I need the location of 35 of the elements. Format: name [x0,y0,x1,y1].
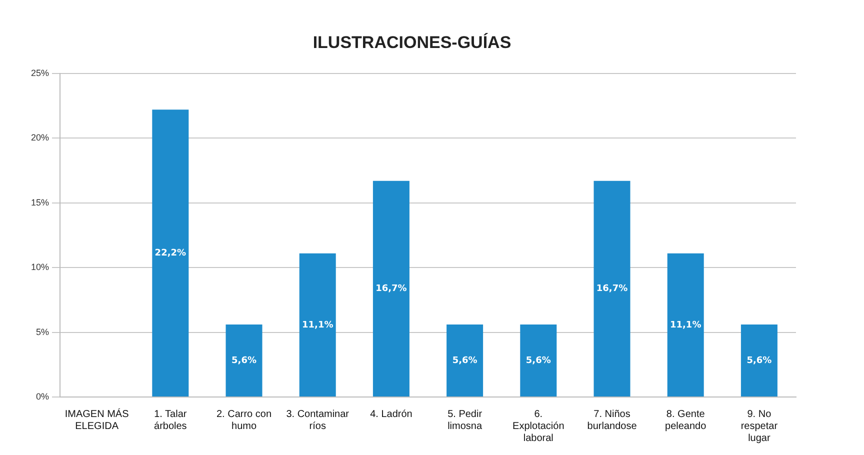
y-tick-label: 20% [31,132,50,143]
bar [520,324,557,396]
y-tick-label: 15% [31,197,50,208]
data-label: 5,6% [746,356,772,366]
x-tick-label: 7. Niños burlandose [587,408,638,432]
chart-title: ILUSTRACIONES-GUÍAS [312,32,512,52]
data-label: 5,6% [452,356,478,366]
x-tick-label: 1. Talar árboles [154,408,188,432]
x-tick-label: 4. Ladrón [370,408,412,420]
y-tick-label: 25% [31,68,50,78]
data-label: 5,6% [232,356,256,366]
data-label: 11,1% [670,320,702,330]
data-label: 11,1% [302,320,334,330]
x-tick-label: 6. Explotación laboral [512,408,564,444]
bar [667,253,704,396]
y-tick-label: 5% [36,326,50,337]
bar [152,110,189,396]
x-tick-label: 2. Carro con humo [216,408,272,432]
data-label: 22,2% [154,248,186,258]
x-tick-label: 9. No respetar lugar [740,408,778,444]
bar [740,324,778,396]
bar [226,324,262,396]
x-tick-label: 8. Gente peleando [665,408,707,432]
y-tick-label: 0% [36,391,50,402]
y-tick-label: 10% [31,262,50,272]
data-label: 5,6% [526,356,551,366]
bar [446,324,484,396]
bar [372,180,410,396]
x-tick-label: 3. Contaminar ríos [286,408,350,432]
bar [299,253,336,396]
x-tick-label: IMAGEN MÁS ELEGIDA [64,408,130,432]
data-label: 16,7% [376,284,407,294]
data-label: 16,7% [596,284,628,294]
x-tick-label: 5. Pedir limosna [448,408,483,432]
bar [594,180,630,396]
